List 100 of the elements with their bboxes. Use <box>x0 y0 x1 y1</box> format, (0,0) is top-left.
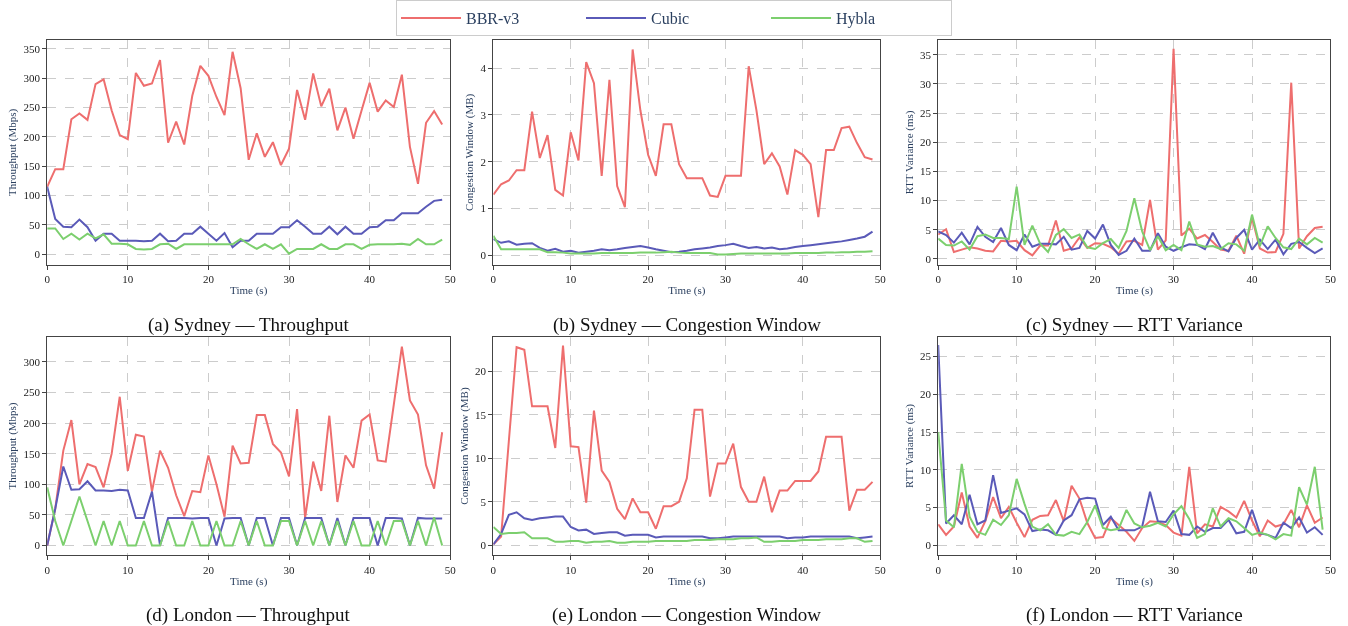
x-tick-label: 0 <box>490 273 497 286</box>
x-tick-label: 10 <box>565 273 577 286</box>
y-axis-title: Congestion Window (MB) <box>457 387 471 505</box>
y-axis-title: Congestion Window (MB) <box>463 93 477 212</box>
line-series <box>47 185 444 249</box>
y-tick-label: 5 <box>925 501 932 514</box>
y-axis-title: Throughput (Mbps) <box>6 402 20 490</box>
x-tick-label: 0 <box>490 563 497 576</box>
y-tick-label: 2 <box>480 155 487 168</box>
x-tick-label: 30 <box>720 273 732 286</box>
y-tick-label: 300 <box>23 72 41 85</box>
y-tick-label: 25 <box>919 350 932 363</box>
y-axis-title: RTT Variance (ms) <box>902 403 916 488</box>
x-tick-label: 10 <box>1011 273 1023 286</box>
text: (d) London — Throughput <box>146 604 351 626</box>
line-series <box>493 526 874 544</box>
x-tick-label: 50 <box>444 273 457 286</box>
y-tick-label: 15 <box>475 408 487 421</box>
y-tick-label: 250 <box>23 386 41 399</box>
x-axis-title: Time (s) <box>668 284 706 298</box>
y-tick-label: 350 <box>23 42 41 55</box>
legend-label: Hybla <box>836 10 876 29</box>
line-series <box>938 185 1324 253</box>
line-series <box>47 486 444 547</box>
line-series <box>493 511 874 546</box>
x-tick-label: 40 <box>364 273 376 286</box>
line-series <box>47 227 444 255</box>
y-tick-label: 0 <box>34 248 41 261</box>
y-axis-title: RTT Variance (ms) <box>902 110 916 195</box>
y-tick-label: 25 <box>919 106 932 119</box>
x-tick-label: 50 <box>1324 273 1337 286</box>
x-tick-label: 30 <box>283 563 296 576</box>
line-series <box>47 465 444 547</box>
x-tick-label: 10 <box>1011 563 1023 576</box>
y-tick-label: 20 <box>919 388 932 401</box>
y-tick-label: 3 <box>480 108 487 121</box>
line-series <box>938 465 1324 542</box>
legend-label: Cubic <box>651 10 690 28</box>
y-tick-label: 200 <box>23 416 41 429</box>
line-series <box>493 344 874 546</box>
x-tick-label: 30 <box>720 563 732 576</box>
x-tick-label: 0 <box>44 273 51 286</box>
text: (b) Sydney — Congestion Window <box>553 314 822 336</box>
x-tick-label: 10 <box>565 563 577 576</box>
x-tick-label: 40 <box>1246 273 1259 286</box>
line-series <box>938 47 1324 257</box>
y-tick-label: 10 <box>919 194 932 207</box>
y-tick-label: 100 <box>23 189 41 202</box>
y-tick-label: 10 <box>919 463 932 476</box>
x-tick-label: 30 <box>1168 563 1180 576</box>
x-tick-label: 30 <box>283 273 296 286</box>
x-tick-label: 40 <box>1246 563 1259 576</box>
x-tick-label: 0 <box>935 563 942 576</box>
x-tick-label: 20 <box>1089 563 1102 576</box>
x-axis-title: Time (s) <box>230 284 268 298</box>
x-axis-title: Time (s) <box>230 574 268 588</box>
y-tick-label: 20 <box>919 136 932 149</box>
y-tick-label: 30 <box>919 77 932 90</box>
y-tick-label: 1 <box>480 202 487 215</box>
x-tick-label: 20 <box>642 563 655 576</box>
x-tick-label: 50 <box>444 563 457 576</box>
x-tick-label: 20 <box>642 273 655 286</box>
y-tick-label: 50 <box>28 508 41 521</box>
y-tick-label: 100 <box>23 478 41 491</box>
text: (a) Sydney — Throughput <box>148 314 350 336</box>
line-series <box>938 223 1324 256</box>
x-axis-title: Time (s) <box>1115 574 1154 588</box>
x-tick-label: 20 <box>202 563 215 576</box>
y-tick-label: 0 <box>925 539 932 552</box>
x-tick-label: 50 <box>874 273 887 286</box>
line-series <box>47 50 444 188</box>
text: (c) Sydney — RTT Variance <box>1026 314 1243 336</box>
y-tick-label: 200 <box>23 130 41 143</box>
y-tick-label: 150 <box>23 160 41 173</box>
x-tick-label: 40 <box>797 273 809 286</box>
line-series <box>493 48 874 219</box>
x-tick-label: 30 <box>1168 273 1180 286</box>
y-tick-label: 5 <box>925 223 932 236</box>
y-tick-label: 35 <box>919 48 932 61</box>
x-tick-label: 50 <box>1324 563 1337 576</box>
y-axis-title: Throughput (Mbps) <box>6 108 20 196</box>
x-axis-title: Time (s) <box>668 574 706 588</box>
text: (e) London — Congestion Window <box>552 604 822 626</box>
x-tick-label: 10 <box>122 563 134 576</box>
y-tick-label: 50 <box>28 218 41 231</box>
y-tick-label: 0 <box>34 539 41 552</box>
y-tick-label: 300 <box>23 355 41 368</box>
x-tick-label: 10 <box>122 273 134 286</box>
y-tick-label: 20 <box>475 365 487 378</box>
y-tick-label: 10 <box>475 452 487 465</box>
y-tick-label: 0 <box>925 252 932 265</box>
y-tick-label: 250 <box>23 101 41 114</box>
x-tick-label: 50 <box>874 563 887 576</box>
x-tick-label: 40 <box>364 563 376 576</box>
y-tick-label: 15 <box>919 425 932 438</box>
x-tick-label: 20 <box>202 273 215 286</box>
y-tick-label: 5 <box>480 495 487 508</box>
x-tick-label: 0 <box>935 273 942 286</box>
x-tick-label: 20 <box>1089 273 1102 286</box>
text: (f) London — RTT Variance <box>1026 604 1243 626</box>
